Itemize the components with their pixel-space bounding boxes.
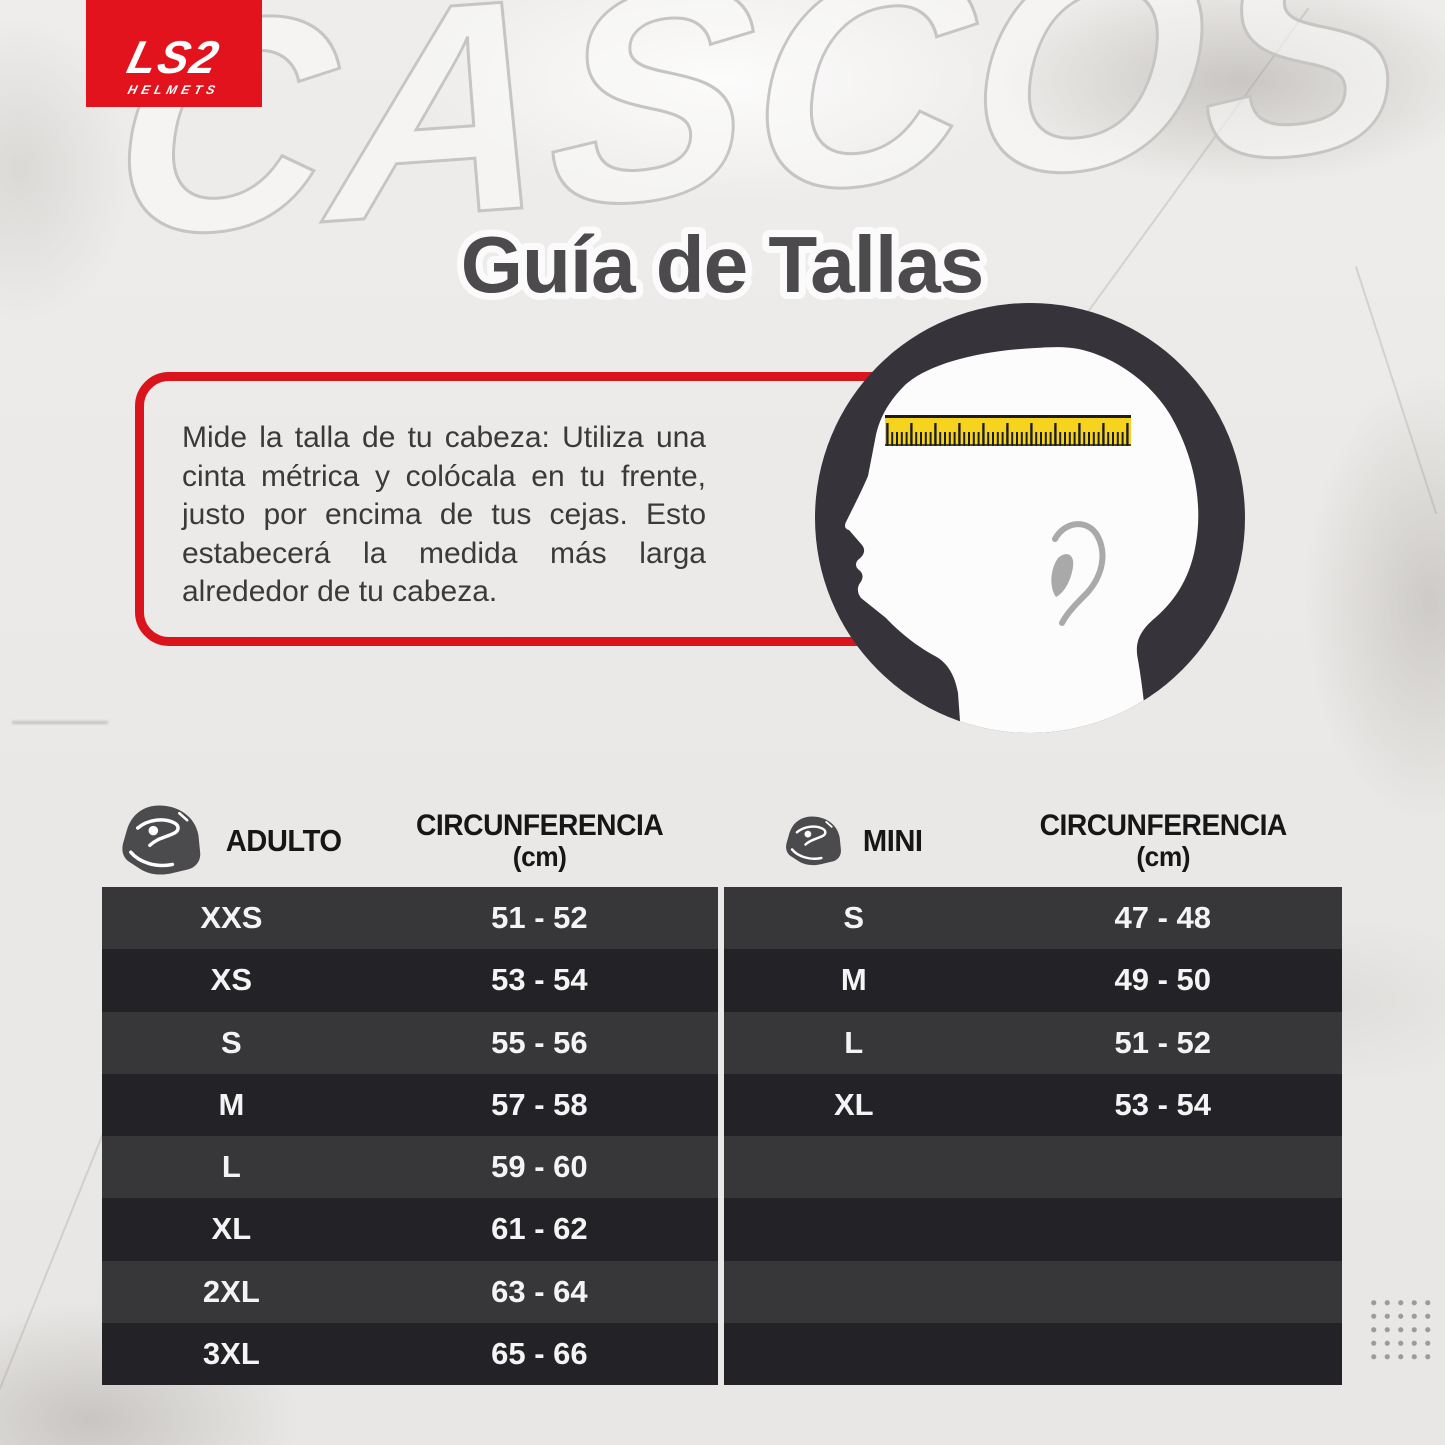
- dot-grid-decoration: [1364, 1293, 1432, 1361]
- size-row: XXS 51 - 52: [102, 887, 718, 950]
- head-measurement-illustration: [815, 303, 1245, 733]
- page-title-text: Guía de Tallas: [461, 220, 983, 309]
- page-title: Guía de Tallas: [454, 213, 991, 315]
- range-cell: 59 - 60: [491, 1149, 588, 1185]
- range-cell: 61 - 62: [491, 1211, 588, 1247]
- ls2-logo: LS2 HELMETS: [86, 0, 262, 107]
- adult-circumference-label: CIRCUNFERENCIA: [415, 809, 664, 842]
- measure-instruction-text: Mide la talla de tu cabeza: Utiliza una …: [182, 421, 706, 608]
- adult-table-header: ADULTO CIRCUNFERENCIA (cm): [102, 795, 718, 887]
- mini-table-rows: S 47 - 48 M 49 - 50 L 51 - 52 XL 53 - 54: [724, 887, 1342, 1385]
- empty-row: [724, 1198, 1342, 1261]
- faint-watermark-smudge: [12, 721, 108, 724]
- size-cell: XL: [211, 1211, 252, 1247]
- range-cell: 51 - 52: [491, 900, 588, 936]
- size-row: S 47 - 48: [724, 887, 1342, 950]
- empty-row: [724, 1136, 1342, 1199]
- size-row: L 51 - 52: [724, 1011, 1342, 1074]
- helmet-icon: [783, 814, 845, 869]
- range-cell: 47 - 48: [1114, 900, 1212, 936]
- range-cell: 57 - 58: [491, 1086, 588, 1122]
- empty-row: [724, 1260, 1342, 1323]
- adult-table-label: ADULTO: [225, 823, 342, 858]
- size-cell: XS: [210, 962, 253, 998]
- marble-vein-line: [0, 1110, 114, 1390]
- mini-circumference-label: CIRCUNFERENCIA: [1039, 809, 1287, 842]
- size-row: XS 53 - 54: [102, 949, 718, 1012]
- size-row: XL 61 - 62: [102, 1198, 718, 1261]
- range-cell: 53 - 54: [491, 962, 588, 998]
- size-cell: L: [844, 1024, 864, 1060]
- helmet-icon: [118, 802, 206, 880]
- size-cell: 2XL: [202, 1273, 260, 1309]
- size-row: S 55 - 56: [102, 1011, 718, 1074]
- range-cell: 49 - 50: [1114, 962, 1212, 998]
- size-row: M 57 - 58: [102, 1073, 718, 1136]
- size-cell: S: [843, 900, 865, 936]
- mini-size-table: MINI CIRCUNFERENCIA (cm) S 47 - 48 M 49 …: [724, 795, 1342, 1385]
- size-row: XL 53 - 54: [724, 1073, 1342, 1136]
- size-cell: S: [221, 1024, 242, 1060]
- mini-table-header: MINI CIRCUNFERENCIA (cm): [724, 795, 1342, 887]
- size-cell: XXS: [200, 900, 263, 936]
- head-with-measuring-tape-icon: [845, 347, 1199, 733]
- ls2-logo-subtext: HELMETS: [126, 83, 222, 97]
- range-cell: 63 - 64: [491, 1273, 588, 1309]
- adult-table-rows: XXS 51 - 52 XS 53 - 54 S 55 - 56 M 57 - …: [102, 887, 718, 1385]
- size-row: 3XL 65 - 66: [102, 1322, 718, 1385]
- range-cell: 55 - 56: [491, 1024, 588, 1060]
- size-cell: 3XL: [202, 1335, 260, 1371]
- size-cell: M: [218, 1086, 245, 1122]
- mini-circumference-unit: (cm): [1135, 841, 1190, 872]
- ls2-logo-text: LS2: [122, 31, 226, 83]
- empty-row: [724, 1322, 1342, 1385]
- size-row: 2XL 63 - 64: [102, 1260, 718, 1323]
- range-cell: 65 - 66: [491, 1335, 588, 1371]
- size-cell: M: [840, 962, 867, 998]
- mini-table-label: MINI: [862, 823, 923, 858]
- range-cell: 51 - 52: [1114, 1024, 1212, 1060]
- adult-size-table: ADULTO CIRCUNFERENCIA (cm) XXS 51 - 52 X…: [102, 795, 718, 1385]
- range-cell: 53 - 54: [1114, 1086, 1212, 1122]
- adult-circumference-unit: (cm): [512, 841, 567, 872]
- size-row: L 59 - 60: [102, 1136, 718, 1199]
- size-row: M 49 - 50: [724, 949, 1342, 1012]
- size-cell: L: [221, 1149, 241, 1185]
- size-cell: XL: [833, 1086, 874, 1122]
